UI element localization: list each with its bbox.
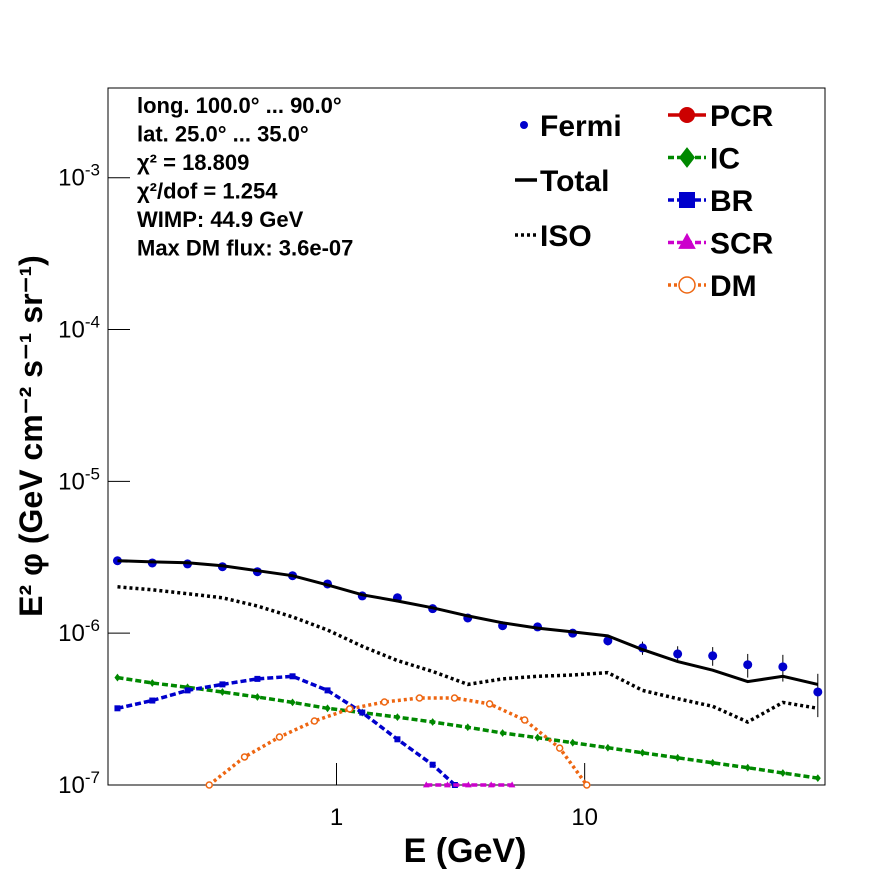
marker <box>254 675 261 682</box>
marker <box>240 753 249 761</box>
marker <box>569 738 576 747</box>
marker <box>422 781 430 788</box>
marker <box>813 687 823 697</box>
marker <box>679 192 695 208</box>
legend-label: PCR <box>710 100 774 133</box>
marker <box>444 781 451 788</box>
marker <box>709 758 716 767</box>
marker <box>394 736 401 743</box>
marker <box>289 673 296 680</box>
marker <box>679 147 695 168</box>
legend-label: Total <box>540 165 609 198</box>
marker <box>639 748 646 757</box>
marker <box>324 704 331 713</box>
marker <box>814 774 821 783</box>
marker <box>289 698 296 707</box>
legend-label: ISO <box>540 220 592 253</box>
annotation: lat. 25.0° ... 35.0° <box>137 122 309 147</box>
marker <box>534 733 541 742</box>
marker <box>450 694 459 702</box>
marker <box>555 744 564 752</box>
marker <box>778 662 788 672</box>
marker <box>149 679 156 687</box>
marker <box>112 556 122 566</box>
marker <box>219 681 226 688</box>
marker <box>603 636 613 646</box>
marker <box>394 713 401 722</box>
marker <box>380 698 389 706</box>
marker <box>779 769 786 777</box>
marker <box>359 709 366 716</box>
y-tick-label: 10-4 <box>58 313 100 344</box>
x-tick-label: 10 <box>571 804 598 831</box>
marker <box>743 660 753 670</box>
marker <box>465 781 472 788</box>
marker <box>674 753 681 762</box>
marker <box>310 717 319 725</box>
y-tick-label: 10-3 <box>58 161 100 192</box>
marker <box>678 232 696 249</box>
annotation: Max DM flux: 3.6e-07 <box>137 236 353 261</box>
marker <box>219 688 226 696</box>
marker <box>345 705 354 713</box>
marker <box>114 705 121 712</box>
legend-label: IC <box>710 143 740 176</box>
marker <box>673 649 683 659</box>
x-tick-label: 1 <box>330 804 343 831</box>
legend-label: DM <box>710 270 757 303</box>
marker <box>429 718 436 726</box>
series-line <box>117 559 819 686</box>
marker <box>520 121 528 129</box>
annotation: WIMP: 44.9 GeV <box>137 207 304 232</box>
marker <box>604 743 611 752</box>
y-tick-label: 10-6 <box>58 616 100 647</box>
marker <box>114 673 121 682</box>
marker <box>324 687 331 694</box>
series-line <box>117 585 819 724</box>
legend-label: Fermi <box>540 110 622 143</box>
marker <box>275 733 284 741</box>
y-axis-label: E² φ (GeV cm⁻² s⁻¹ sr⁻¹) <box>13 255 49 617</box>
marker <box>744 763 751 772</box>
y-tick-label: 10-5 <box>58 464 100 495</box>
marker <box>254 693 261 701</box>
marker <box>679 107 695 123</box>
x-axis-label: E (GeV) <box>404 832 527 870</box>
legend-label: SCR <box>710 228 774 261</box>
marker <box>508 781 516 788</box>
marker <box>184 687 191 694</box>
marker <box>499 729 506 737</box>
legend-label: BR <box>710 185 754 218</box>
marker <box>485 700 494 708</box>
series-line <box>208 696 589 787</box>
annotation: χ²/dof = 1.254 <box>137 179 278 204</box>
marker <box>583 781 591 789</box>
annotation: χ² = 18.809 <box>137 150 249 175</box>
marker <box>149 697 156 704</box>
annotation: long. 100.0° ... 90.0° <box>137 93 342 118</box>
marker <box>415 694 424 702</box>
series-line <box>117 674 457 787</box>
marker <box>464 723 471 732</box>
marker <box>708 651 718 661</box>
marker <box>205 781 213 789</box>
marker <box>520 716 529 724</box>
marker <box>429 761 436 768</box>
marker <box>678 276 696 294</box>
marker <box>487 781 495 788</box>
y-tick-label: 10-7 <box>58 768 100 799</box>
